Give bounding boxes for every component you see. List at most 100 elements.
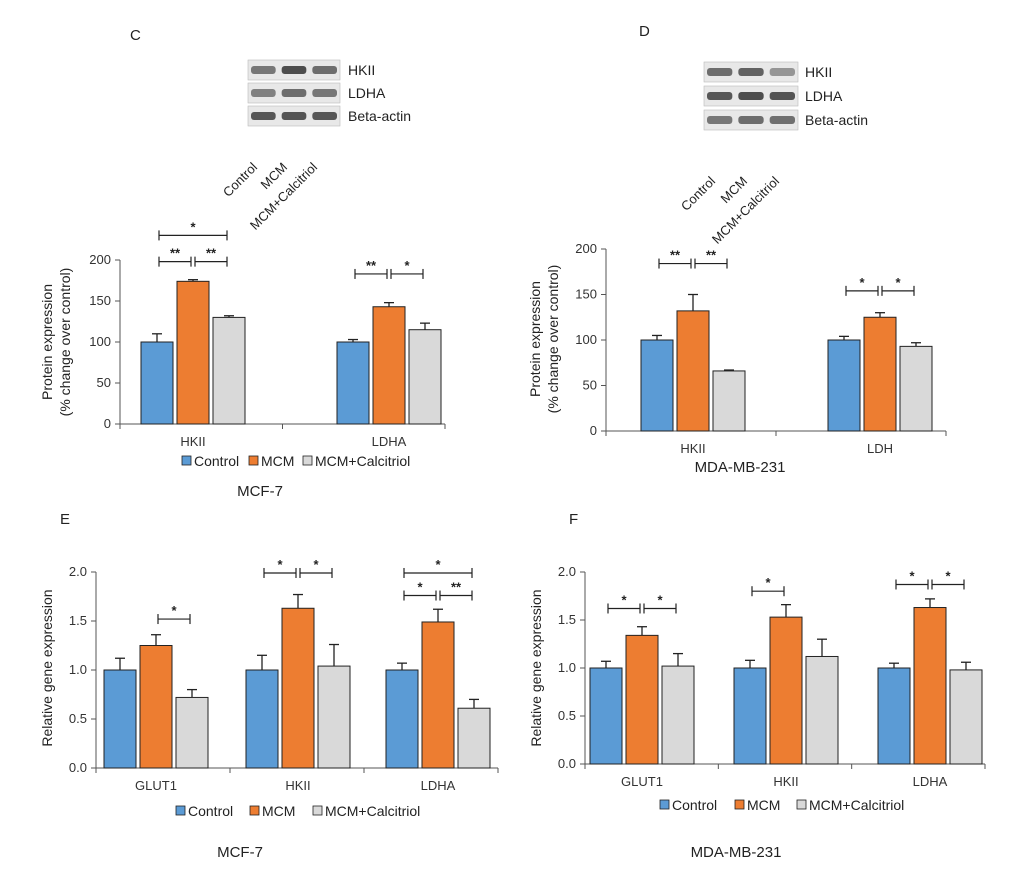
blot-band-label: LDHA (348, 85, 386, 101)
blot-band-label: LDHA (805, 88, 843, 104)
significance-label: * (435, 557, 441, 572)
bar (712, 370, 746, 432)
bar (245, 669, 279, 769)
blot-band (769, 68, 795, 76)
bar (625, 634, 659, 765)
bar (913, 607, 947, 765)
blot-band-label: Beta-actin (348, 108, 411, 124)
y-tick-label: 1.0 (69, 662, 87, 677)
bar (385, 669, 419, 769)
bar (661, 665, 695, 765)
legend-label: MCM (262, 803, 295, 819)
bar (140, 341, 174, 425)
blot-band (281, 66, 307, 74)
significance-bracket: * (845, 275, 879, 296)
bar (281, 607, 315, 769)
category-label: LDHA (421, 778, 456, 793)
legend-swatch (175, 805, 186, 816)
blot-band (312, 112, 337, 120)
legend-label: MCM (747, 797, 780, 813)
legend-label: Control (672, 797, 717, 813)
chart-c: C 0 50 100 150 200 HKII LDHA Protein expression(… (39, 27, 446, 500)
legend-swatch (248, 455, 259, 466)
y-tick-label: 2.0 (69, 564, 87, 579)
chart-e: E 0.0 0.5 1.0 1.5 2.0 GLUT1 HKII LDHA Relative ge… (39, 511, 499, 861)
significance-label: * (895, 275, 901, 290)
significance-label: ** (451, 580, 462, 595)
panel-letter: C (130, 27, 141, 44)
blot-band (707, 92, 733, 100)
bar (317, 665, 351, 769)
blot-band-label: HKII (348, 62, 375, 78)
significance-label: * (945, 568, 951, 583)
significance-bracket: ** (658, 248, 692, 269)
blot-band (281, 89, 307, 97)
legend-swatch (796, 799, 807, 810)
bar (589, 667, 623, 765)
blot-band (251, 89, 276, 97)
significance-label: * (313, 557, 319, 572)
blot-band (707, 68, 733, 76)
y-tick-label: 150 (575, 287, 597, 302)
bar (176, 280, 210, 425)
y-axis-label: (% change over control) (57, 268, 73, 417)
category-label: HKII (180, 434, 205, 449)
bar (457, 707, 491, 769)
legend-swatch (302, 455, 313, 466)
chart-caption: MCF-7 (217, 844, 263, 861)
category-label: HKII (680, 441, 705, 456)
blot-band (738, 116, 764, 124)
significance-label: * (171, 603, 177, 618)
significance-bracket: * (403, 580, 437, 601)
category-label: GLUT1 (621, 774, 663, 789)
legend-label: Control (188, 803, 233, 819)
significance-bracket: ** (194, 246, 228, 267)
significance-bracket: * (390, 258, 424, 279)
category-label: HKII (773, 774, 798, 789)
blot-band (707, 116, 733, 124)
significance-label: ** (170, 246, 181, 261)
blot-band (281, 112, 307, 120)
y-tick-label: 50 (97, 375, 111, 390)
bar (212, 316, 246, 425)
legend-swatch (312, 805, 323, 816)
legend-label: Control (194, 453, 239, 469)
significance-bracket: * (158, 219, 228, 241)
legend-label: MCM+Calcitriol (325, 803, 420, 819)
bar (827, 339, 861, 432)
blot-band-label: Beta-actin (805, 112, 868, 128)
significance-bracket: * (403, 557, 473, 578)
legend-swatch (181, 455, 192, 466)
bar (175, 696, 209, 769)
y-tick-label: 1.5 (558, 612, 576, 627)
category-label: LDH (867, 441, 893, 456)
significance-bracket: * (607, 592, 641, 614)
legend: Control MCM MCM+Calcitriol (659, 797, 904, 813)
bar (863, 316, 897, 432)
significance-bracket: * (299, 557, 333, 578)
bar (336, 341, 370, 425)
legend-label: MCM (261, 453, 294, 469)
y-axis-label: Relative gene expression (528, 589, 544, 746)
y-tick-label: 0 (104, 416, 111, 431)
western-blot-c: HKIILDHABeta-actinControlMCMMCM+Calcitri… (220, 59, 411, 233)
bar (139, 645, 173, 769)
significance-bracket: ** (354, 258, 388, 279)
blot-band (251, 66, 276, 74)
bar (421, 621, 455, 769)
significance-bracket: * (263, 557, 297, 578)
significance-label: * (657, 592, 663, 607)
bar (877, 667, 911, 765)
category-label: GLUT1 (135, 778, 177, 793)
bar (899, 345, 933, 432)
bar (733, 667, 767, 765)
blot-band (738, 68, 764, 76)
bar (805, 655, 839, 765)
panel-letter: E (60, 511, 70, 528)
significance-bracket: * (895, 568, 929, 590)
y-axis-label: Protein expression (527, 281, 543, 397)
y-tick-label: 0.5 (69, 711, 87, 726)
bar (372, 306, 406, 425)
significance-label: ** (366, 258, 377, 273)
chart-caption: MDA-MB-231 (691, 844, 782, 861)
